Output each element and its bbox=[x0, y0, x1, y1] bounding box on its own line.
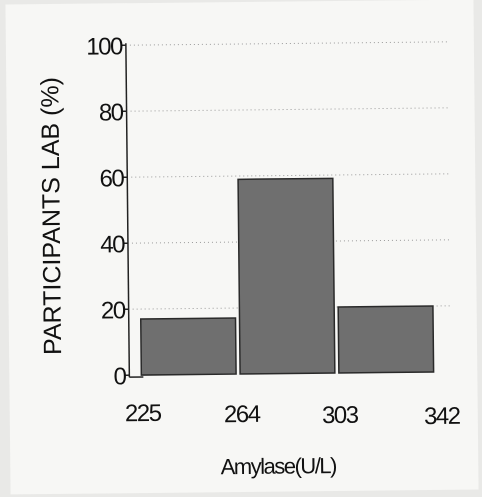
y-tick-label-40: 40 bbox=[100, 231, 125, 258]
x-axis-title: Amylase(U/L) bbox=[221, 453, 337, 479]
axes bbox=[120, 43, 144, 378]
x-tick-label-342: 342 bbox=[424, 403, 461, 430]
gridline-80 bbox=[130, 107, 451, 112]
bar-225-264 bbox=[139, 317, 237, 376]
y-axis-title: PARTICIPANTS LAB (%) bbox=[36, 77, 67, 355]
gridline-100 bbox=[129, 41, 450, 46]
y-tick-label-0: 0 bbox=[113, 363, 126, 390]
histogram-chart: 0 20 40 60 80 100 225 264 303 342 PARTICIPANTS L… bbox=[36, 33, 461, 479]
y-axis-line bbox=[125, 43, 131, 378]
gridline-60 bbox=[131, 173, 452, 178]
y-tick-label-100: 100 bbox=[86, 33, 123, 60]
page-sheet: 0 20 40 60 80 100 225 264 303 342 PARTICIPANTS L… bbox=[5, 0, 479, 495]
x-tick-label-303: 303 bbox=[322, 402, 359, 429]
x-tick-labels: 225 264 303 342 bbox=[125, 400, 461, 430]
y-tick-labels: 0 20 40 60 80 100 bbox=[86, 33, 126, 390]
y-tick-label-80: 80 bbox=[99, 99, 124, 126]
bars bbox=[139, 177, 435, 376]
bar-303-342 bbox=[337, 305, 435, 374]
x-tick-label-225: 225 bbox=[125, 400, 162, 427]
x-tick-label-264: 264 bbox=[224, 401, 261, 428]
y-tick-label-60: 60 bbox=[99, 165, 124, 192]
bar-264-303 bbox=[237, 177, 336, 375]
y-tick-label-20: 20 bbox=[101, 297, 126, 324]
